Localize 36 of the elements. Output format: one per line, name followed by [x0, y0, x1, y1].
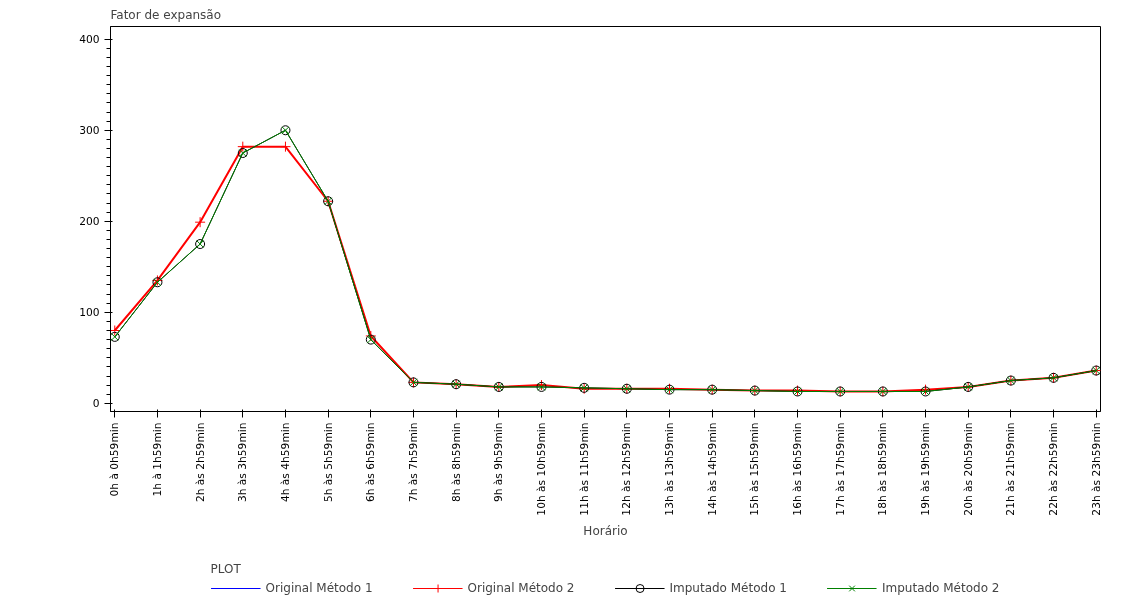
x-tick-label: 14h às 14h59min [705, 422, 719, 516]
x-tick-label: 16h às 16h59min [791, 422, 805, 516]
x-tick-label: 20h às 20h59min [961, 422, 975, 516]
x-tick-label: 9h às 9h59min [492, 422, 506, 503]
x-tick-label: 10h às 10h59min [534, 422, 548, 516]
y-tick-label: 0 [92, 397, 100, 411]
x-tick-label: 12h às 12h59min [620, 422, 634, 516]
x-tick-label: 15h às 15h59min [748, 422, 762, 516]
legend-title: PLOT [210, 562, 242, 576]
y-tick-label: 400 [79, 33, 100, 47]
x-tick-label: 17h às 17h59min [833, 422, 847, 516]
x-tick-label: 5h às 5h59min [321, 422, 335, 503]
x-tick-label: 2h às 2h59min [193, 422, 207, 503]
legend-label: Imputado Método 1 [669, 581, 787, 595]
x-tick-label: 19h às 19h59min [919, 422, 933, 516]
x-axis-title: Horário [583, 523, 628, 538]
legend-label: Original Método 1 [265, 581, 373, 595]
x-tick-label: 3h às 3h59min [236, 422, 250, 503]
x-tick-label: 21h às 21h59min [1004, 422, 1018, 516]
x-tick-label: 6h às 6h59min [364, 422, 378, 503]
y-tick-label: 200 [79, 215, 100, 229]
x-tick-label: 8h às 8h59min [449, 422, 463, 503]
x-tick-label: 7h às 7h59min [406, 422, 420, 503]
y-tick-label: 300 [79, 124, 100, 138]
x-tick-label: 1h à 1h59min [150, 422, 164, 497]
x-tick-label: 13h às 13h59min [663, 422, 677, 516]
x-tick-label: 0h à 0h59min [108, 422, 122, 497]
legend-label: Original Método 2 [467, 581, 575, 595]
y-tick-label: 100 [79, 306, 100, 320]
x-tick-label: 4h às 4h59min [278, 422, 292, 503]
x-tick-label: 18h às 18h59min [876, 422, 890, 516]
y-axis-title: Fator de expansão [110, 7, 222, 22]
x-tick-label: 22h às 22h59min [1047, 422, 1061, 516]
legend-label: Imputado Método 2 [881, 581, 1000, 595]
x-tick-label: 11h às 11h59min [577, 422, 591, 516]
x-tick-label: 23h às 23h59min [1089, 422, 1103, 516]
